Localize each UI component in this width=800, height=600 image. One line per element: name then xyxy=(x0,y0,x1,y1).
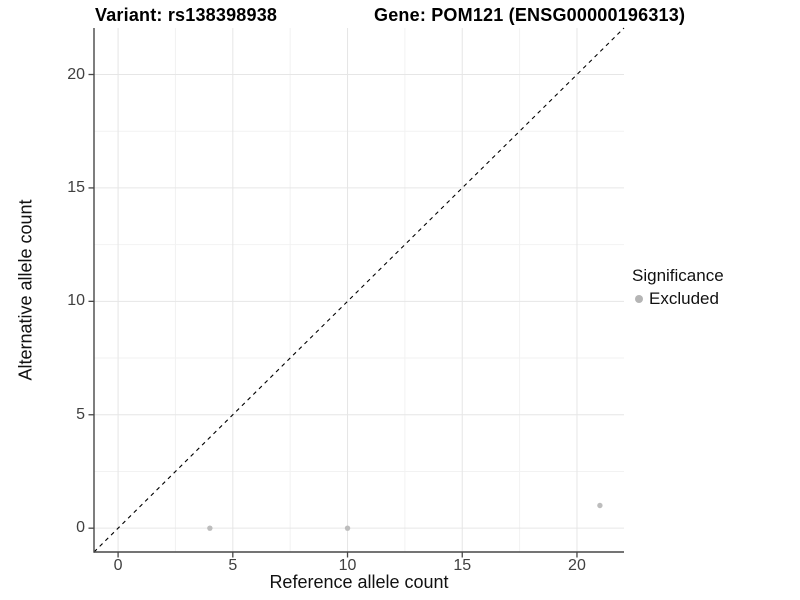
plot-panel xyxy=(88,27,625,558)
x-tick-label: 20 xyxy=(568,557,586,574)
legend: Significance Excluded xyxy=(632,266,724,309)
legend-entry: Excluded xyxy=(632,289,724,309)
y-tick-label: 10 xyxy=(67,292,85,310)
x-tick-label: 5 xyxy=(228,557,238,574)
legend-key-dot-icon xyxy=(635,295,643,303)
legend-entries: Excluded xyxy=(632,289,724,309)
y-tick-label: 5 xyxy=(76,405,85,423)
x-axis-label: Reference allele count xyxy=(269,572,449,592)
x-tick-label: 0 xyxy=(113,557,123,574)
legend-title: Significance xyxy=(632,266,724,285)
data-point xyxy=(207,525,213,531)
data-point xyxy=(597,502,603,509)
x-tick-label: 15 xyxy=(453,557,472,574)
plot-title-variant: Variant: rs138398938 xyxy=(95,5,278,25)
y-tick-label: 0 xyxy=(76,519,85,537)
y-tick-label: 15 xyxy=(67,178,85,196)
plot-title-gene: Gene: POM121 (ENSG00000196313) xyxy=(374,5,686,25)
y-tick-label: 20 xyxy=(67,65,85,83)
identity-reference-line xyxy=(93,27,625,553)
legend-entry-label: Excluded xyxy=(649,289,719,308)
y-axis-label: Alternative allele count xyxy=(15,199,36,381)
data-point xyxy=(344,525,351,531)
x-tick-label: 10 xyxy=(338,557,357,574)
